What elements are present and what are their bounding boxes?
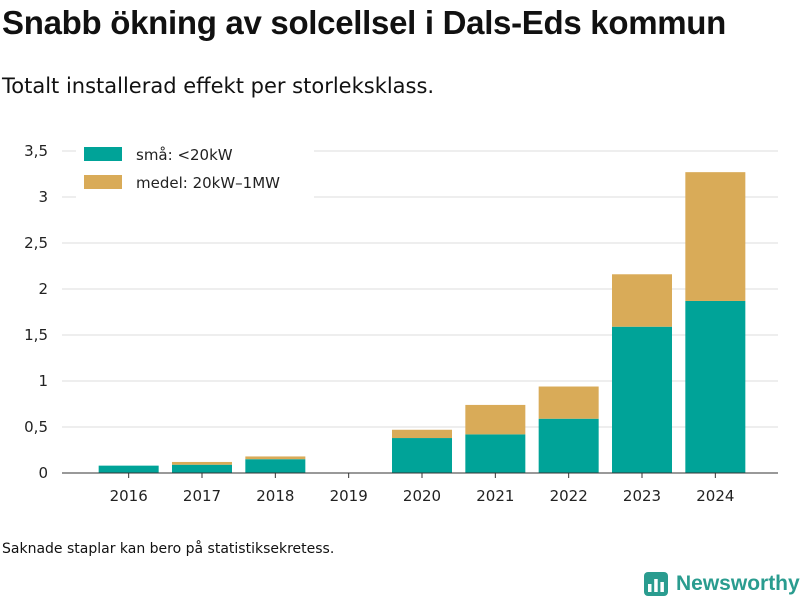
bar-small-2023 [612,326,672,473]
x-tick-label: 2019 [330,487,368,505]
legend: små: <20kW medel: 20kW–1MW [76,140,314,198]
y-tick-label: 0 [38,464,48,482]
y-tick-label: 3,5 [24,142,48,160]
legend-swatch [84,175,122,189]
brand-name: Newsworthy [676,572,800,595]
bar-small-2018 [245,459,306,473]
y-tick-label: 2 [38,280,48,298]
stacked-bar-chart: 0 0,5 1 1,5 2 2,5 3 3,5 2016 2017 2018 2019 2020 202… [24,140,778,505]
legend-label: medel: 20kW–1MW [136,174,280,192]
y-tick-label: 1,5 [24,326,48,344]
y-axis-ticks: 0 0,5 1 1,5 2 2,5 3 3,5 [24,142,48,482]
bar-medium-2020 [392,429,452,439]
bar-medium-2017 [172,461,232,465]
footnote: Saknade staplar kan bero på statistiksek… [2,541,335,557]
y-tick-label: 1 [38,372,48,390]
x-tick-label: 2016 [110,487,148,505]
x-tick-label: 2022 [550,487,588,505]
legend-label: små: <20kW [136,146,233,164]
x-tick-label: 2020 [403,487,441,505]
y-tick-label: 2,5 [24,234,48,252]
bar-small-2022 [538,418,599,473]
chart-subtitle: Totalt installerad effekt per storlekskl… [2,74,435,98]
bar-small-2024 [685,300,746,473]
x-tick-label: 2021 [476,487,514,505]
bar-small-2017 [172,464,232,473]
legend-swatch [84,147,122,161]
y-tick-label: 0,5 [24,418,48,436]
x-tick-label: 2017 [183,487,221,505]
bar-medium-2024 [685,172,746,301]
bar-small-2021 [465,434,526,473]
bar-medium-2022 [538,386,599,419]
bar-chart-logo-icon [644,572,668,596]
bar-medium-2023 [612,274,672,327]
brand-logo: Newsworthy [644,569,800,599]
bars [98,172,746,473]
x-axis-ticks: 2016 2017 2018 2019 2020 2021 2022 2023 2024 [110,473,734,505]
bar-medium-2018 [245,456,306,460]
x-tick-label: 2024 [696,487,734,505]
bar-medium-2021 [465,404,526,435]
x-tick-label: 2018 [256,487,294,505]
chart-title: Snabb ökning av solcellsel i Dals-Eds ko… [2,4,726,41]
bar-small-2020 [392,438,452,473]
y-tick-label: 3 [38,188,48,206]
x-tick-label: 2023 [623,487,661,505]
bar-small-2016 [98,465,159,473]
